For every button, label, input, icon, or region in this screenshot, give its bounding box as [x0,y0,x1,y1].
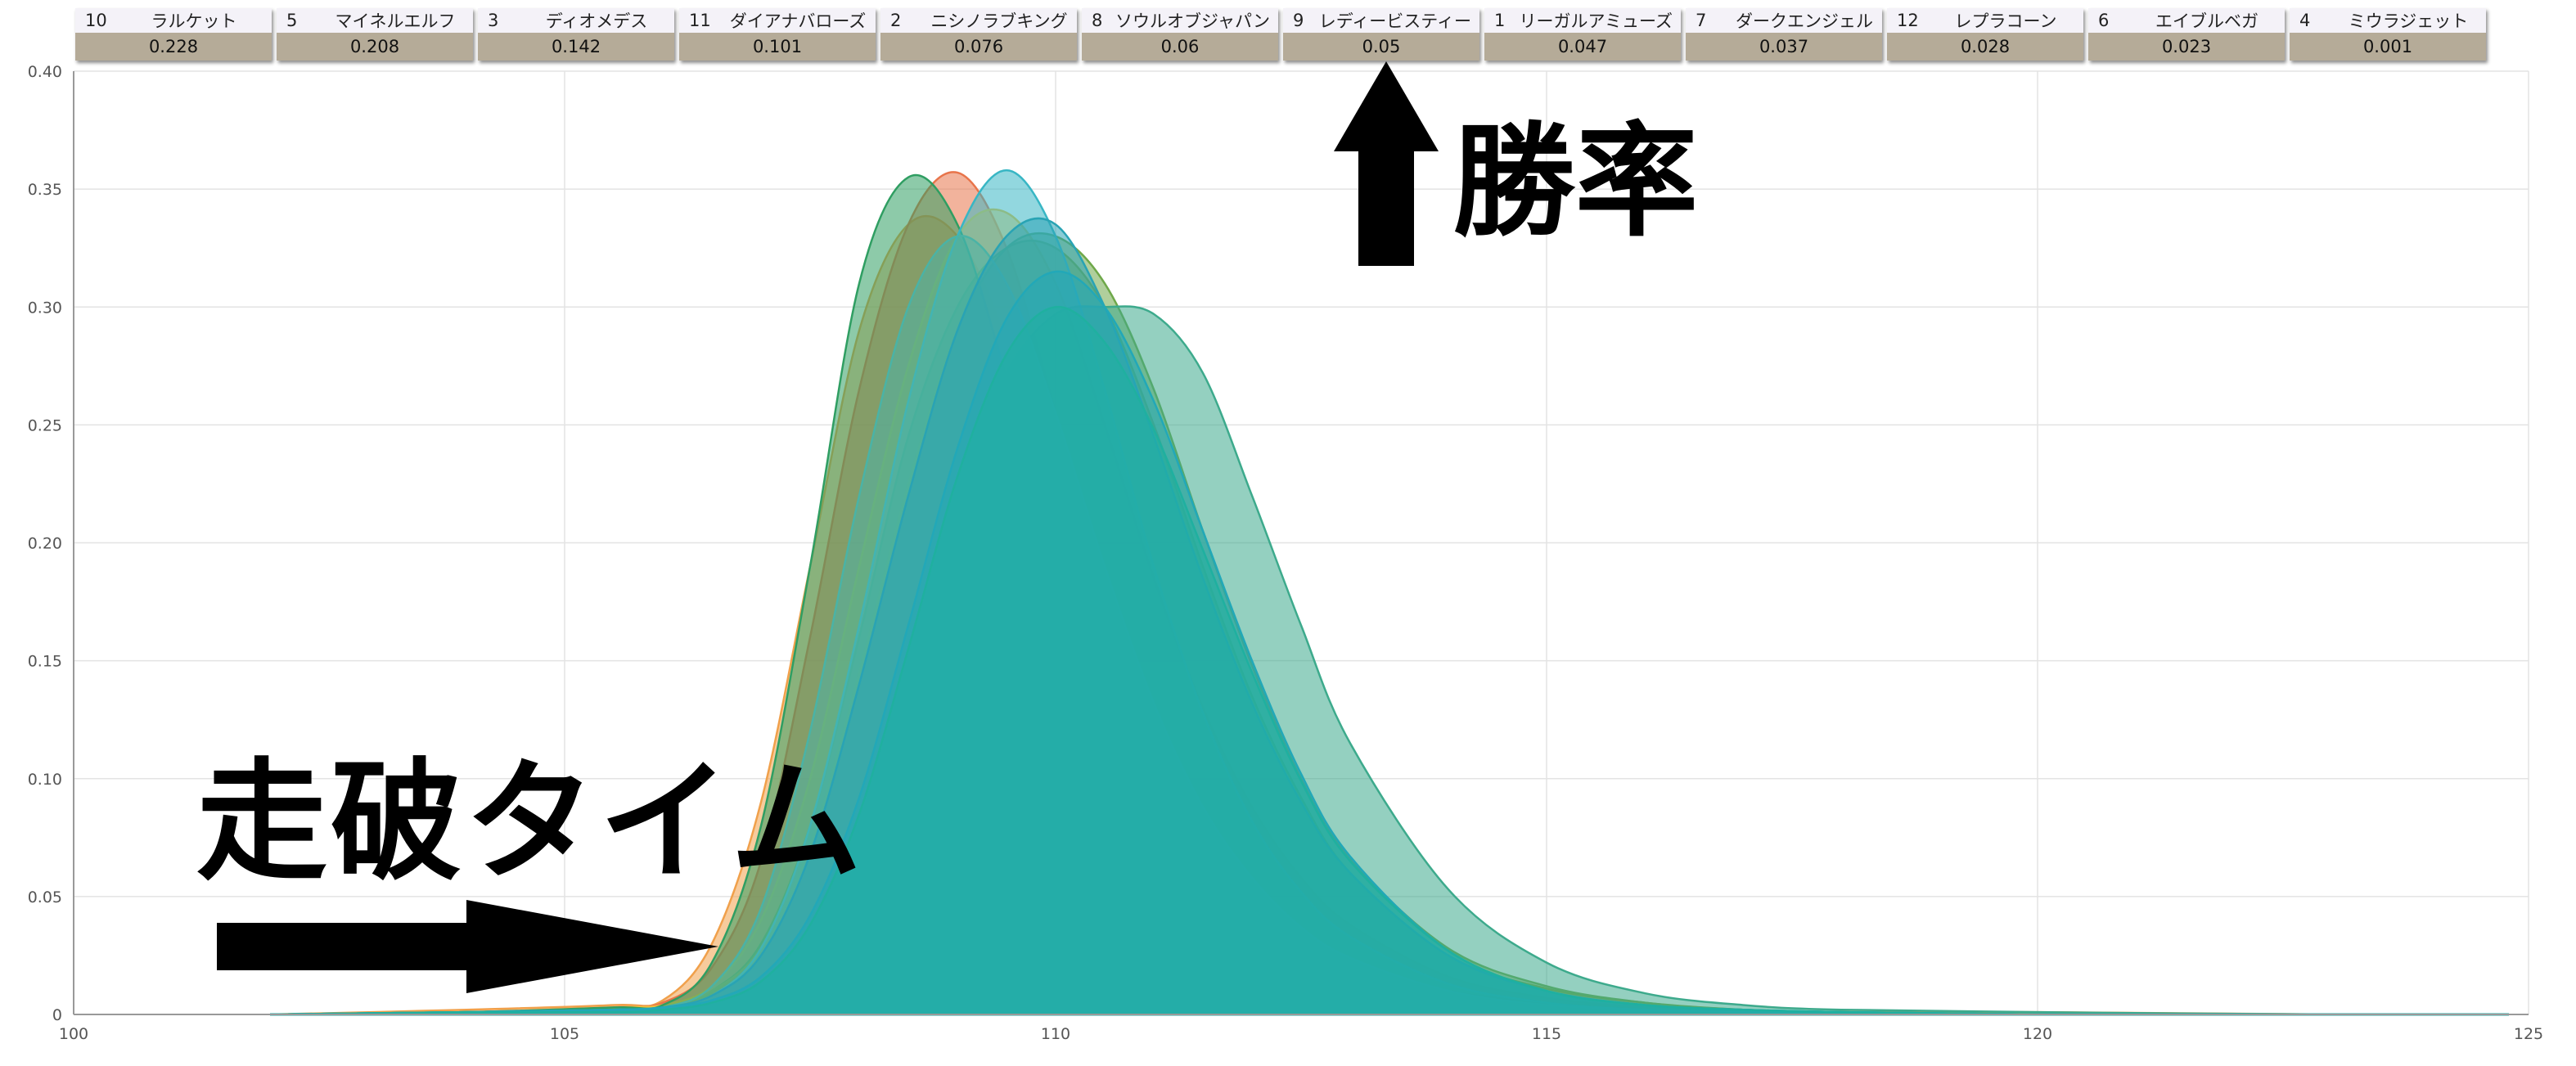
legend-chip-name: ダークエンジェル [1736,11,1873,31]
legend-chip-header: 4 ミウラジェット [2290,8,2486,33]
legend-chip-9[interactable]: 9 レディービスティー 0.05 [1283,8,1479,61]
legend-chip-12[interactable]: 12 レプラコーン 0.028 [1887,8,2083,61]
legend-chip-number: 9 [1293,11,1304,30]
density-area-4 [269,305,2509,1016]
legend-chip-name: エイブルベガ [2155,11,2259,31]
legend-chip-name: ソウルオブジャパン [1115,11,1270,31]
legend-chip-3[interactable]: 3 ディオメデス 0.142 [478,8,674,61]
legend-chip-rate: 0.047 [1484,33,1681,61]
legend-bar: 10 ラルケット 0.228 5 マイネルエルフ 0.208 3 ディオメデス 0.142 11 ダ… [75,8,2496,65]
annotation-arrows [217,61,1439,993]
y-tick-label: 0.20 [28,535,62,553]
legend-chip-header: 12 レプラコーン [1887,8,2083,33]
legend-chip-rate: 0.101 [679,33,876,61]
legend-chip-1[interactable]: 1 リーガルアミューズ 0.047 [1484,8,1681,61]
legend-chip-header: 9 レディービスティー [1283,8,1479,33]
x-tick-label: 100 [59,1025,88,1043]
legend-chip-rate: 0.05 [1283,33,1479,61]
legend-chip-number: 11 [689,11,711,30]
legend-chip-header: 10 ラルケット [75,8,272,33]
right-arrow-icon [217,900,718,993]
legend-chip-name: ダイアナバローズ [729,11,867,31]
legend-chip-rate: 0.208 [277,33,473,61]
legend-chip-rate: 0.076 [880,33,1077,61]
legend-chip-header: 5 マイネルエルフ [277,8,473,33]
legend-chip-header: 3 ディオメデス [478,8,674,33]
legend-chip-8[interactable]: 8 ソウルオブジャパン 0.06 [1082,8,1278,61]
legend-chip-header: 8 ソウルオブジャパン [1082,8,1278,33]
x-tick-label: 120 [2023,1025,2052,1043]
legend-chip-5[interactable]: 5 マイネルエルフ 0.208 [277,8,473,61]
axes: 0 0.05 0.10 0.15 0.20 0.25 0.30 0.35 0.40 100 105 1… [28,63,2543,1043]
x-tick-label: 110 [1041,1025,1070,1043]
legend-chip-11[interactable]: 11 ダイアナバローズ 0.101 [679,8,876,61]
legend-chip-number: 1 [1494,11,1506,30]
density-areas [269,169,2510,1016]
legend-chip-rate: 0.037 [1686,33,1882,61]
y-tick-label: 0.25 [28,416,62,434]
legend-chip-6[interactable]: 6 エイブルベガ 0.023 [2088,8,2285,61]
legend-chip-rate: 0.023 [2088,33,2285,61]
legend-chip-number: 3 [488,11,499,30]
legend-chip-10[interactable]: 10 ラルケット 0.228 [75,8,272,61]
legend-chip-number: 4 [2299,11,2311,30]
win-rate-annotation: 勝率 [1452,111,1699,254]
legend-chip-rate: 0.228 [75,33,272,61]
y-tick-label: 0.10 [28,771,62,789]
x-tick-label: 105 [550,1025,579,1043]
legend-chip-name: ラルケット [151,11,237,31]
legend-chip-rate: 0.06 [1082,33,1278,61]
legend-chip-number: 5 [286,11,298,30]
y-tick-label: 0.15 [28,653,62,671]
up-arrow-icon [1334,61,1439,266]
legend-chip-name: マイネルエルフ [335,11,456,31]
legend-chip-2[interactable]: 2 ニシノラブキング 0.076 [880,8,1077,61]
legend-chip-header: 7 ダークエンジェル [1686,8,1882,33]
legend-chip-header: 6 エイブルベガ [2088,8,2285,33]
x-tick-label: 115 [1532,1025,1561,1043]
legend-chip-7[interactable]: 7 ダークエンジェル 0.037 [1686,8,1882,61]
legend-chip-name: レディービスティー [1318,11,1471,31]
legend-chip-number: 8 [1092,11,1103,30]
y-tick-label: 0.40 [28,63,62,81]
time-annotation: 走破タイム [196,745,865,898]
legend-chip-name: ニシノラブキング [930,11,1068,31]
legend-chip-name: レプラコーン [1954,11,2057,31]
legend-chip-4[interactable]: 4 ミウラジェット 0.001 [2290,8,2486,61]
legend-chip-rate: 0.001 [2290,33,2486,61]
legend-chip-rate: 0.028 [1887,33,2083,61]
legend-chip-number: 12 [1897,11,1919,30]
y-tick-label: 0.35 [28,181,62,199]
legend-chip-number: 7 [1696,11,1707,30]
x-tick-label: 125 [2514,1025,2543,1043]
legend-chip-header: 2 ニシノラブキング [880,8,1077,33]
legend-chip-header: 1 リーガルアミューズ [1484,8,1681,33]
legend-chip-rate: 0.142 [478,33,674,61]
y-tick-label: 0.30 [28,299,62,317]
y-tick-label: 0 [52,1006,62,1024]
y-tick-label: 0.05 [28,888,62,906]
legend-chip-number: 2 [890,11,902,30]
legend-chip-number: 10 [85,11,107,30]
legend-chip-name: リーガルアミューズ [1519,11,1673,31]
legend-chip-name: ミウラジェット [2348,11,2469,31]
legend-chip-number: 6 [2098,11,2110,30]
legend-chip-header: 11 ダイアナバローズ [679,8,876,33]
legend-chip-name: ディオメデス [545,11,648,31]
